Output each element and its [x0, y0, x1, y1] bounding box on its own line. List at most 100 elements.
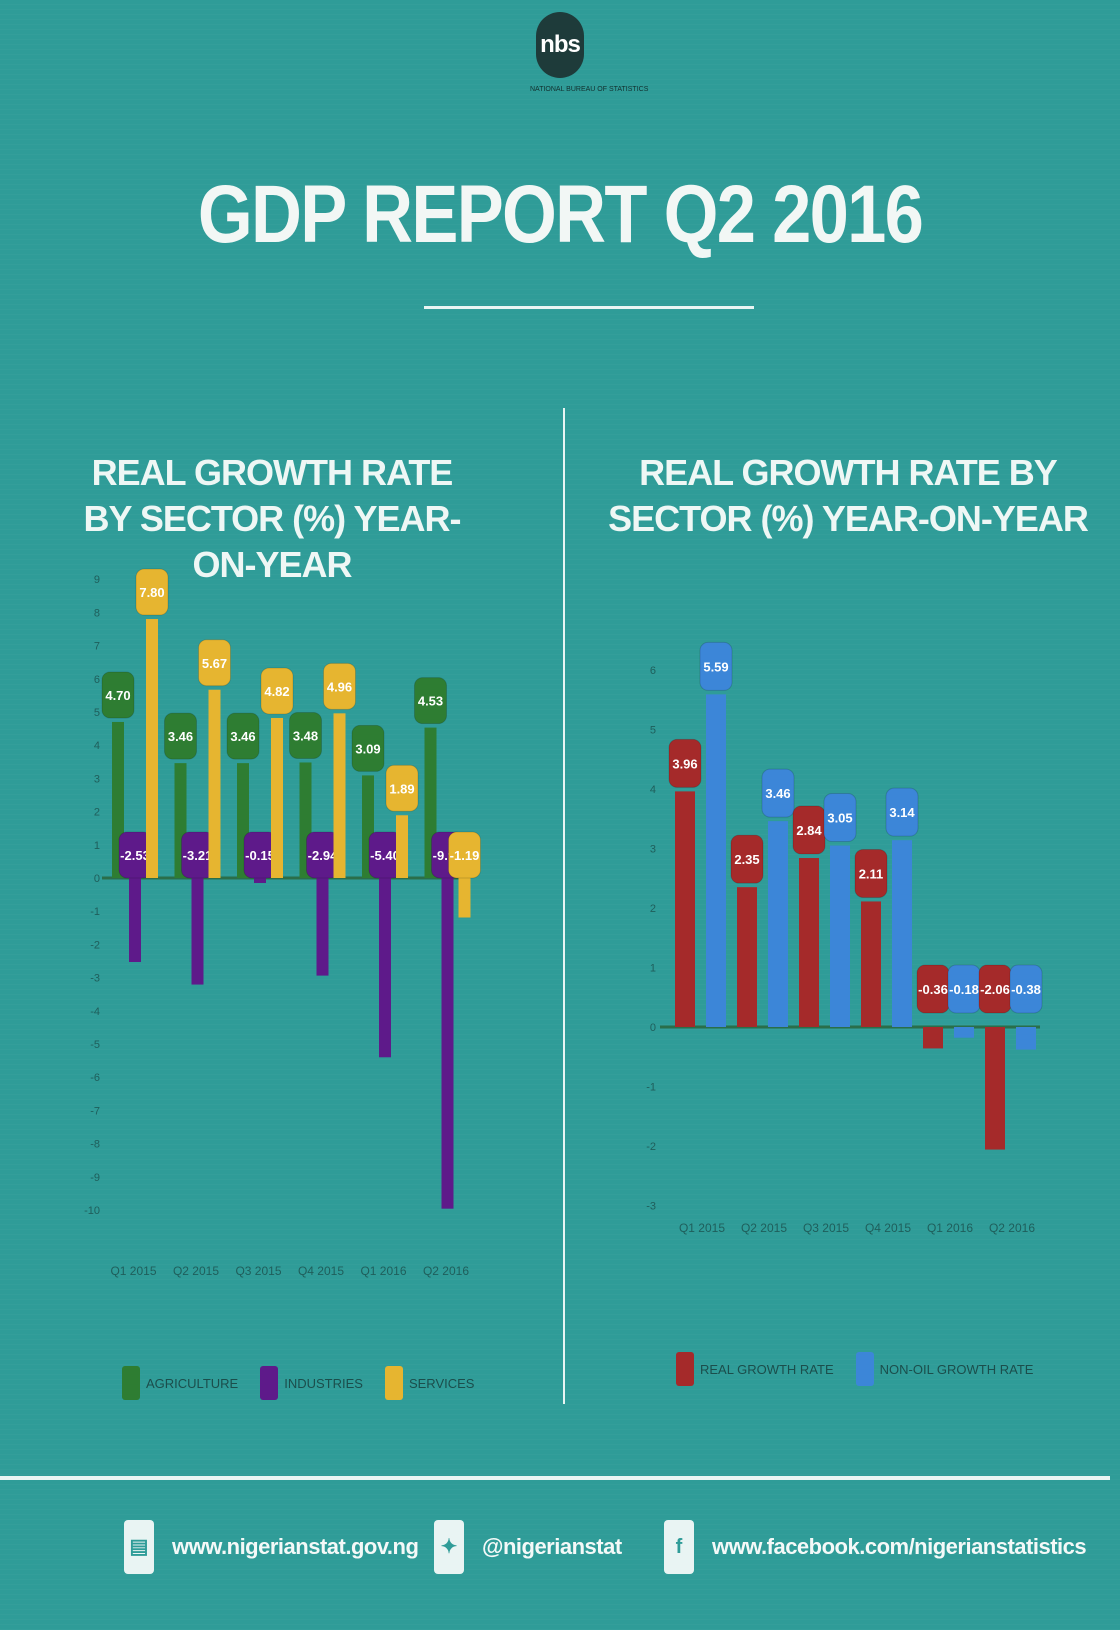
data-label: -0.36 [918, 982, 948, 997]
legend-swatch-services [384, 1366, 403, 1400]
twitter-icon: ✦ [434, 1520, 464, 1574]
data-label: -1.19 [450, 848, 480, 863]
legend-swatch-agriculture [122, 1366, 140, 1400]
data-label: 4.70 [105, 688, 130, 703]
x-tick-label: Q2 2015 [173, 1264, 219, 1278]
data-label-bubble [385, 764, 419, 812]
x-tick-label: Q1 2015 [679, 1221, 725, 1235]
data-label: 3.96 [672, 756, 697, 771]
data-label-bubble [323, 662, 356, 710]
y-tick-label: 9 [94, 574, 100, 586]
data-label-bubble [668, 738, 702, 788]
twitter-handle[interactable]: @nigerianstat [482, 1534, 622, 1559]
bar-non-oil-growth-rate-q4-2015 [892, 840, 912, 1027]
bar-services-q2-2015 [208, 689, 221, 878]
data-label: 5.67 [202, 656, 227, 671]
y-tick-label: -2 [90, 939, 100, 951]
y-tick-label: -3 [90, 973, 100, 985]
y-tick-label: 7 [94, 641, 100, 653]
data-label-bubble [351, 724, 385, 772]
data-label: 3.46 [765, 786, 790, 801]
data-label: 3.09 [355, 741, 380, 756]
y-tick-label: -4 [90, 1006, 100, 1018]
data-label: 3.14 [889, 805, 915, 820]
data-label: 4.53 [418, 694, 443, 709]
panel-divider [563, 408, 565, 1404]
data-label-bubble [135, 568, 169, 616]
right-chart-legend: REAL GROWTH RATE NON-OIL GROWTH RATE [676, 1352, 1055, 1386]
data-label: 4.96 [327, 679, 352, 694]
data-label: 4.82 [264, 684, 289, 699]
y-tick-label: 8 [94, 607, 100, 619]
x-tick-label: Q4 2015 [865, 1221, 911, 1235]
data-label: -2.53 [120, 848, 150, 863]
globe-icon: ▤ [124, 1520, 154, 1574]
left-chart-title: REAL GROWTH RATE BY SECTOR (%) YEAR-ON-Y… [83, 452, 461, 585]
y-tick-label: -10 [84, 1205, 100, 1217]
footer-twitter[interactable]: ✦ @nigerianstat [434, 1520, 622, 1574]
bar-real-growth-rate-q2-2016 [985, 1027, 1005, 1150]
data-label: -2.94 [308, 848, 338, 863]
y-tick-label: 6 [94, 674, 100, 686]
data-label: -0.18 [949, 982, 979, 997]
data-label-bubble [164, 712, 197, 760]
bar-non-oil-growth-rate-q2-2015 [768, 821, 788, 1027]
y-tick-label: 5 [94, 707, 100, 719]
data-label: -5.40 [370, 848, 400, 863]
legend-label-non-oil-growth: NON-OIL GROWTH RATE [879, 1361, 1034, 1377]
bar-real-growth-rate-q1-2015 [675, 791, 695, 1027]
x-tick-label: Q3 2015 [235, 1264, 281, 1278]
data-label: 7.80 [139, 585, 164, 600]
data-label-bubble [226, 712, 260, 760]
data-label-bubble [885, 787, 919, 837]
bar-non-oil-growth-rate-q1-2016 [954, 1027, 974, 1038]
y-tick-label: -8 [90, 1139, 100, 1151]
bar-industries-q2-2015 [191, 878, 204, 985]
data-label-bubble [101, 671, 135, 719]
data-label-bubble [1009, 964, 1043, 1014]
y-tick-label: 4 [94, 740, 100, 752]
footer-website[interactable]: ▤ www.nigerianstat.gov.ng [124, 1520, 419, 1574]
logo-tagline: NATIONAL BUREAU OF STATISTICS [530, 86, 649, 93]
y-tick-label: 2 [94, 807, 100, 819]
bar-services-q1-2016 [396, 815, 408, 878]
bar-services-q3-2015 [271, 717, 283, 878]
y-tick-label: -6 [90, 1072, 100, 1084]
bar-real-growth-rate-q3-2015 [799, 858, 819, 1027]
data-label: 2.35 [734, 852, 759, 867]
legend-item-agriculture: AGRICULTURE [122, 1366, 238, 1400]
y-tick-label: -3 [646, 1201, 656, 1213]
legend-item-real-growth: REAL GROWTH RATE [676, 1352, 834, 1386]
y-tick-label: 1 [650, 963, 656, 975]
y-tick-label: 2 [650, 903, 656, 915]
data-label: 3.48 [293, 728, 318, 743]
title-underline [424, 306, 754, 309]
y-tick-label: 3 [650, 844, 656, 856]
data-label: -2.06 [980, 982, 1010, 997]
bar-industries-q4-2015 [316, 878, 329, 976]
bar-non-oil-growth-rate-q2-2016 [1016, 1027, 1036, 1050]
x-tick-label: Q2 2016 [989, 1221, 1035, 1235]
bar-real-growth-rate-q4-2015 [861, 901, 881, 1027]
website-link[interactable]: www.nigerianstat.gov.ng [172, 1534, 419, 1559]
data-label-bubble [854, 848, 888, 898]
data-label-bubble [198, 639, 231, 687]
data-label-bubble [730, 834, 764, 884]
data-label: 5.59 [703, 659, 728, 674]
facebook-link[interactable]: www.facebook.com/nigerianstatistics [712, 1534, 1087, 1559]
y-tick-label: -5 [90, 1039, 100, 1051]
x-tick-label: Q4 2015 [298, 1264, 344, 1278]
y-tick-label: -1 [646, 1082, 656, 1094]
data-label-bubble [448, 831, 481, 879]
x-tick-label: Q2 2015 [741, 1221, 787, 1235]
legend-label-real-growth: REAL GROWTH RATE [700, 1361, 834, 1377]
y-tick-label: 0 [94, 873, 100, 885]
left-chart-legend: AGRICULTURE INDUSTRIES SERVICES [122, 1366, 496, 1400]
y-tick-label: -1 [90, 906, 100, 918]
footer-divider [0, 1476, 1110, 1480]
footer: ▤ www.nigerianstat.gov.ng ✦ @nigeriansta… [0, 1520, 1120, 1600]
footer-facebook[interactable]: f www.facebook.com/nigerianstatistics [664, 1520, 1087, 1574]
data-label: 1.89 [389, 781, 414, 796]
